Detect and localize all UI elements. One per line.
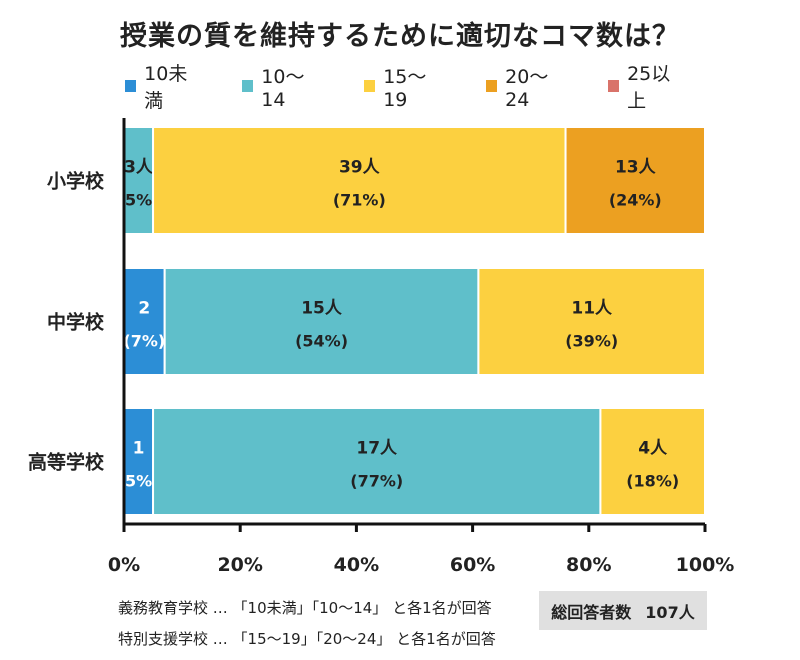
x-tick-label: 80% [566, 554, 611, 576]
bar-segment [477, 267, 706, 376]
x-tick-label: 40% [334, 554, 379, 576]
data-label: 11人 [571, 299, 613, 319]
data-label: 13人 [615, 158, 657, 178]
data-label-percent: 5% [125, 191, 152, 210]
legend-item: 10未満 [125, 63, 202, 112]
data-label-percent: (54%) [295, 332, 348, 351]
bar-segment [599, 407, 706, 516]
footnote-compulsory-school: 義務教育学校 … 「10未満」「10〜14」 と各1名が回答 [118, 599, 492, 617]
data-label-percent: (71%) [333, 191, 386, 210]
footnotes: 義務教育学校 … 「10未満」「10〜14」 と各1名が回答 特別支援学校 … … [118, 593, 496, 655]
data-label-percent: (24%) [609, 191, 662, 210]
legend-label: 15〜19 [383, 65, 427, 111]
legend-swatch [242, 80, 254, 92]
x-tick-label: 100% [676, 554, 735, 576]
x-tick-label: 60% [450, 554, 495, 576]
total-label: 総回答者数 [551, 602, 632, 622]
data-label-percent: 5% [125, 472, 152, 491]
data-label: 2 [138, 299, 150, 319]
footnote-special-support-school: 特別支援学校 … 「15〜19」「20〜24」 と各1名が回答 [118, 630, 496, 648]
bar-segment [123, 126, 155, 235]
total-respondents-box: 総回答者数 107人 [539, 591, 707, 630]
legend-item: 25以上 [607, 63, 685, 112]
legend: 10未満 10〜14 15〜19 20〜24 25以上 [125, 63, 725, 112]
legend-item: 20〜24 [485, 66, 568, 111]
legend-label: 20〜24 [505, 65, 549, 111]
category-label: 中学校 [47, 311, 105, 334]
data-label: 17人 [356, 439, 398, 459]
data-label: 39人 [339, 158, 381, 178]
data-label: 4人 [638, 439, 668, 459]
data-label: 15人 [301, 299, 343, 319]
category-label: 小学校 [47, 170, 105, 193]
legend-item: 10〜14 [242, 66, 324, 111]
chart-title: 授業の質を維持するために適切なコマ数は？ [120, 21, 680, 52]
data-label-percent: (77%) [350, 472, 403, 491]
data-label: 3人 [124, 158, 154, 178]
data-label: 1 [133, 439, 145, 459]
bar-segment [152, 407, 602, 516]
legend-label: 10〜14 [261, 65, 305, 111]
legend-label: 10未満 [144, 63, 188, 112]
legend-swatch [607, 80, 620, 92]
legend-swatch [485, 80, 498, 92]
legend-swatch [125, 80, 137, 92]
bar-segment [123, 407, 155, 516]
data-label-percent: (39%) [565, 332, 618, 351]
data-label-percent: (7%) [123, 332, 165, 351]
total-value: 107人 [645, 602, 695, 622]
legend-item: 15〜19 [364, 66, 446, 111]
category-label: 高等学校 [28, 451, 105, 474]
bar-segment [123, 267, 166, 376]
bar-segment [564, 126, 706, 235]
x-tick-label: 20% [217, 554, 262, 576]
legend-label: 25以上 [627, 63, 671, 112]
data-label-percent: (18%) [626, 472, 679, 491]
bar-segment [163, 267, 480, 376]
bar-segment [152, 126, 567, 235]
legend-swatch [364, 80, 376, 92]
x-tick-label: 0% [108, 554, 140, 576]
